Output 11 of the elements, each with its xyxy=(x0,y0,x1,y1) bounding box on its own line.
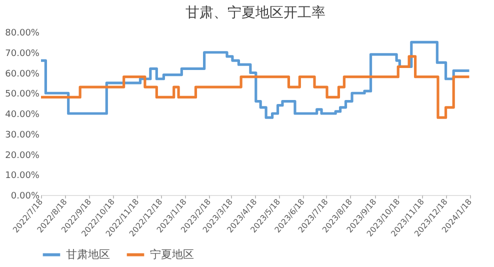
y-tick-label: 40.00% xyxy=(5,110,40,120)
legend-label: 宁夏地区 xyxy=(150,248,194,261)
y-tick-label: 10.00% xyxy=(5,171,40,182)
y-tick-label: 30.00% xyxy=(5,130,40,140)
y-tick-label: 60.00% xyxy=(5,69,40,80)
y-tick-label: 20.00% xyxy=(5,150,40,161)
chart-title: 甘肃、宁夏地区开工率 xyxy=(186,5,326,21)
y-tick-label: 70.00% xyxy=(5,48,40,59)
y-tick-label: 50.00% xyxy=(5,90,40,100)
y-tick-label: 80.00% xyxy=(5,28,40,38)
legend-label: 甘肃地区 xyxy=(66,248,110,261)
